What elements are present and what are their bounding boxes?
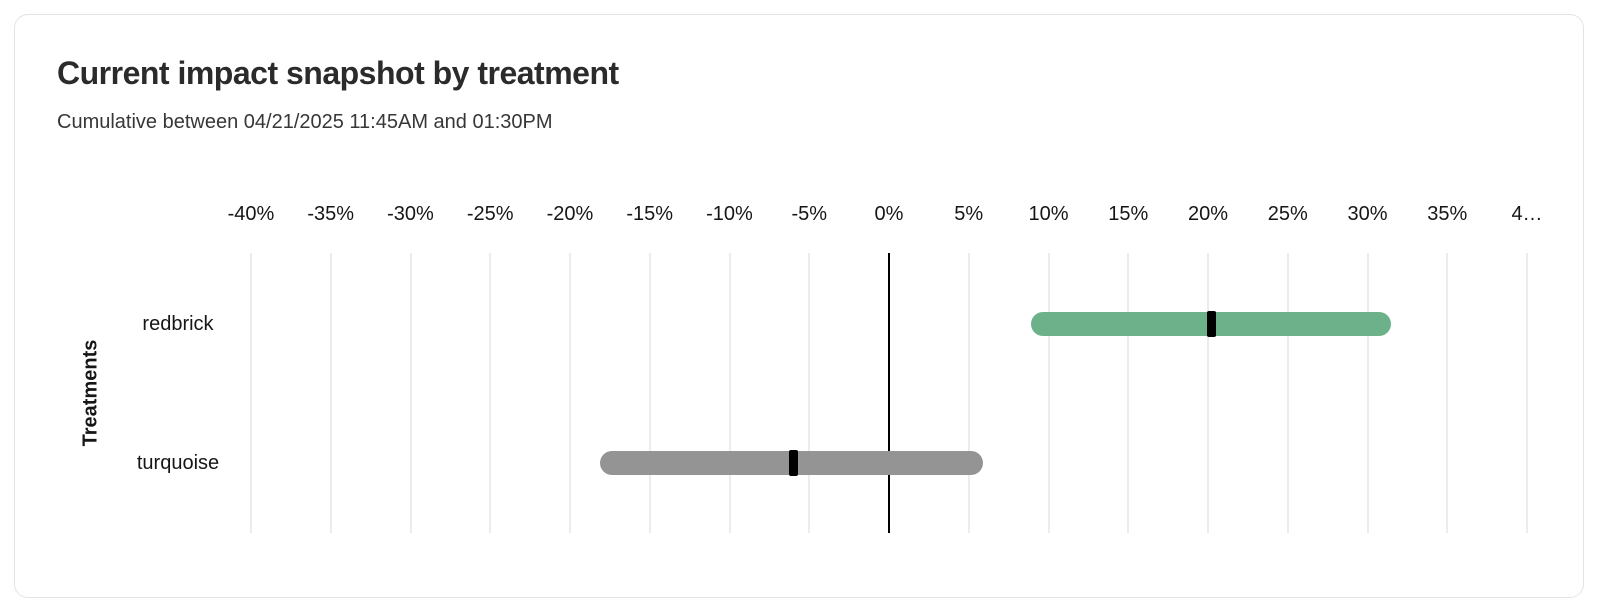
gridline: [808, 253, 811, 533]
x-tick-label: 5%: [954, 203, 984, 225]
gridline: [489, 253, 492, 533]
x-tick-label: 10%: [1028, 203, 1069, 225]
x-tick-label: 0%: [874, 203, 904, 225]
gridline: [967, 253, 970, 533]
x-tick-label: -10%: [706, 203, 753, 225]
point-estimate-marker-redbrick: [1206, 311, 1216, 337]
gridline: [329, 253, 332, 533]
x-tick-label: -20%: [546, 203, 594, 225]
gridline: [728, 253, 731, 533]
gridline: [648, 253, 651, 533]
x-tick-label: 20%: [1187, 203, 1229, 225]
x-tick-label: 15%: [1108, 203, 1149, 225]
gridline: [1286, 253, 1289, 533]
gridline: [250, 253, 252, 533]
category-label-turquoise: turquoise: [136, 452, 220, 474]
chart-card: [14, 14, 1584, 598]
x-tick-label: -15%: [626, 203, 674, 225]
x-tick-label: 4…: [1511, 203, 1543, 225]
gridline: [1366, 253, 1369, 533]
y-axis-title: Treatments: [79, 339, 102, 447]
x-tick-label: 30%: [1347, 203, 1388, 225]
gridline: [1127, 253, 1130, 533]
gridline: [569, 253, 571, 533]
x-tick-label: -40%: [227, 203, 275, 225]
point-estimate-marker-turquoise: [788, 450, 798, 476]
x-tick-label: 35%: [1427, 203, 1468, 225]
x-tick-label: -25%: [466, 203, 514, 225]
x-tick-label: -35%: [307, 203, 355, 225]
category-label-redbrick: redbrick: [142, 313, 214, 335]
gridline: [1047, 253, 1050, 533]
chart-title: Current impact snapshot by treatment: [57, 55, 619, 91]
gridline: [1207, 253, 1209, 533]
x-tick-label: -30%: [387, 203, 434, 225]
gridline: [1446, 253, 1449, 533]
gridline: [409, 253, 412, 533]
gridline: [1526, 253, 1528, 533]
x-tick-label: -5%: [791, 203, 828, 225]
x-tick-label: 25%: [1267, 203, 1308, 225]
chart-subtitle: Cumulative between 04/21/2025 11:45AM an…: [57, 111, 553, 133]
zero-axis-line: [888, 253, 890, 533]
